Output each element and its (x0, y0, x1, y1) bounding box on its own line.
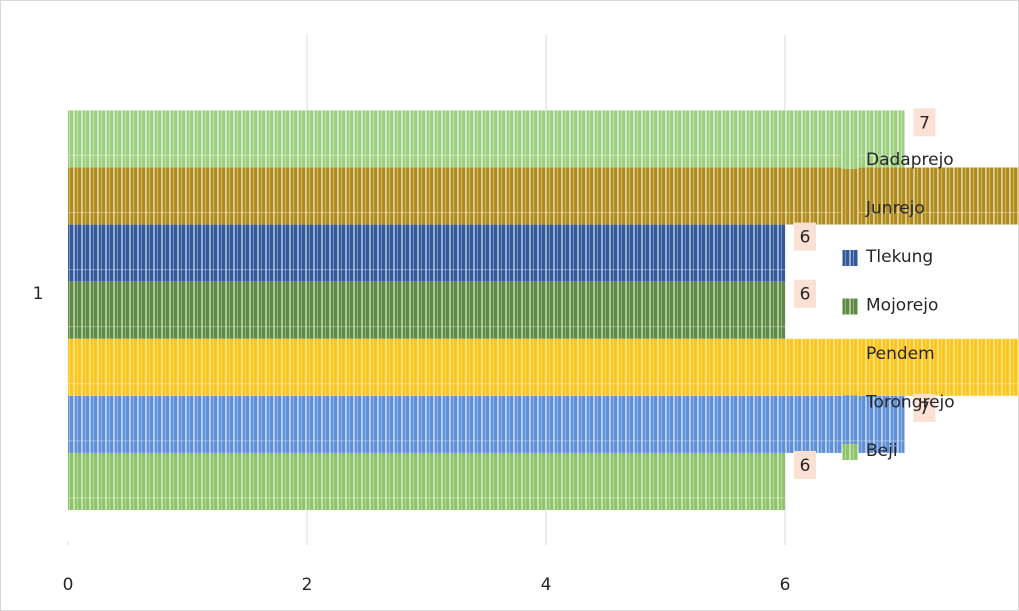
data-label-bg-beji (794, 451, 816, 479)
data-label-mojorejo: 6 (800, 285, 811, 305)
x-tick-label-6: 6 (780, 575, 791, 595)
data-label-tlekung: 6 (800, 228, 811, 248)
data-label-dadaprejo: 7 (919, 113, 930, 133)
legend-label-pendem: Pendem (866, 344, 935, 364)
legend-swatch-dadaprejo (842, 153, 858, 169)
legend-label-tlekung: Tlekung (865, 247, 933, 267)
data-label-bg-dadaprejo (913, 108, 936, 137)
legend-label-torongrejo: Torongrejo (865, 393, 955, 413)
bar-dadaprejo (68, 110, 905, 168)
data-label-torongrejo: 7 (919, 399, 930, 419)
data-label-bg-tlekung (794, 222, 816, 251)
legend-swatch-torongrejo (842, 395, 858, 412)
legend-swatch-tlekung (842, 250, 858, 266)
bar-beji (68, 453, 785, 510)
bar-torongrejo (68, 395, 905, 453)
legend-label-junrejo: Junrejo (865, 199, 925, 219)
x-tick-label-4: 4 (541, 575, 552, 595)
legend-swatch-mojorejo (842, 298, 858, 315)
legend-swatch-pendem (842, 347, 858, 363)
data-label-beji: 6 (800, 456, 811, 476)
bar-junrejo (68, 167, 1019, 225)
legend-label-mojorejo: Mojorejo (866, 296, 938, 316)
bar-tlekung (68, 224, 785, 282)
x-tick-label-2: 2 (302, 575, 313, 595)
legend-swatch-beji (842, 444, 858, 460)
data-label-bg-mojorejo (794, 279, 816, 308)
legend-swatch-junrejo (842, 201, 858, 218)
x-tick-label-0: 0 (63, 575, 74, 595)
data-label-bg-torongrejo (913, 393, 936, 422)
bar-pendem (68, 338, 1019, 396)
category-label: 1 (33, 284, 44, 304)
legend-label-dadaprejo: Dadaprejo (866, 150, 954, 170)
bar-mojorejo (68, 281, 785, 339)
legend-label-beji: Beji (866, 441, 898, 461)
